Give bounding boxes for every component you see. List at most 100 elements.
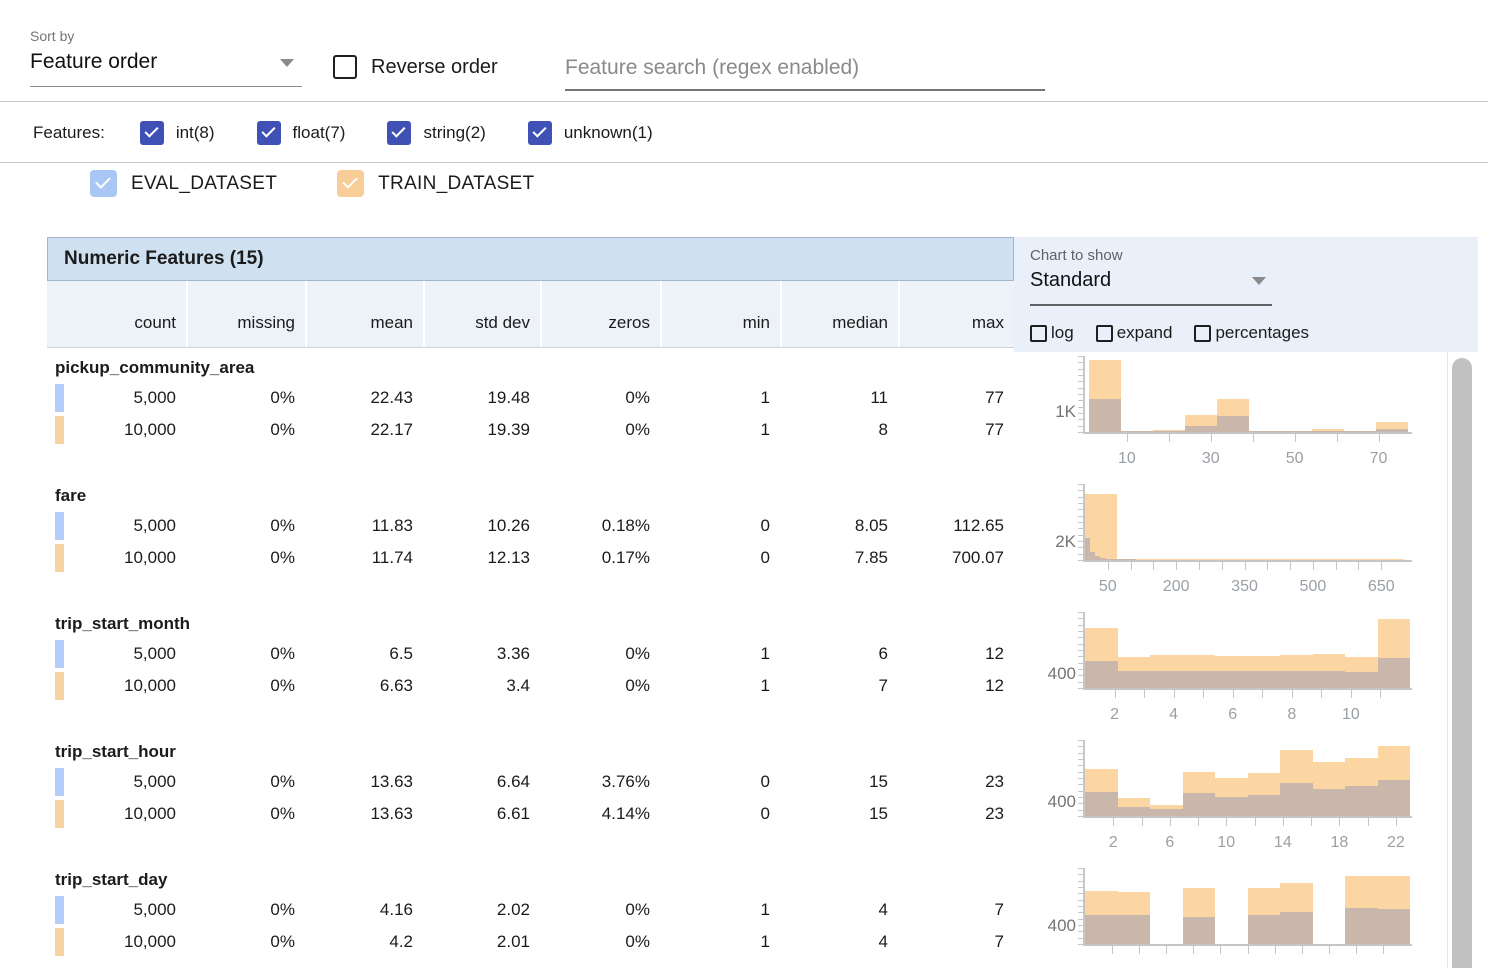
chart-option[interactable]: log — [1030, 323, 1074, 343]
stat-value: 77 — [898, 382, 1014, 414]
checkbox-unchecked[interactable] — [1194, 325, 1211, 342]
stats-column-headers: countmissingmeanstd devzerosminmedianmax — [47, 281, 1014, 348]
dataset-checkbox[interactable] — [90, 170, 117, 197]
plot-area — [1085, 356, 1410, 432]
y-axis-label: 400 — [1030, 664, 1076, 684]
histogram-bar — [1181, 559, 1213, 560]
dataset-marker — [55, 768, 64, 796]
feature-type-filter[interactable]: int(8) — [140, 121, 215, 145]
stats-row: 5,0000%4.162.020%147 — [47, 894, 1014, 926]
scrollbar-thumb[interactable] — [1452, 358, 1472, 968]
stat-value: 700.07 — [898, 542, 1014, 574]
stat-value: 0 — [660, 766, 780, 798]
stats-row: 10,0000%6.633.40%1712 — [47, 670, 1014, 702]
checkbox-unchecked[interactable] — [1030, 325, 1047, 342]
checkbox-unchecked[interactable] — [1096, 325, 1113, 342]
chart-option[interactable]: percentages — [1194, 323, 1309, 343]
dataset-legend-item[interactable]: TRAIN_DATASET — [337, 170, 534, 197]
histogram-bar — [1149, 559, 1181, 560]
plot-area — [1085, 868, 1410, 944]
chart-type-value: Standard — [1030, 269, 1111, 291]
histogram-bar — [1313, 671, 1346, 688]
checkbox-checked[interactable] — [387, 121, 411, 145]
histogram-bar — [1153, 431, 1185, 432]
stats-row: 5,0000%13.636.643.76%01523 — [47, 766, 1014, 798]
x-axis-tick — [1153, 562, 1154, 570]
histogram-bar — [1378, 658, 1411, 688]
chart-to-show-label: Chart to show — [1030, 247, 1123, 264]
feature-name: fare — [47, 480, 1014, 506]
features-filter-bar: Features: int(8)float(7)string(2)unknown… — [0, 103, 1488, 163]
checkbox-checked[interactable] — [257, 121, 281, 145]
x-axis-tick — [1313, 562, 1314, 570]
feature-search-input[interactable]: Feature search (regex enabled) — [565, 56, 1045, 91]
stat-value: 7 — [898, 926, 1014, 958]
histogram-bar — [1213, 559, 1245, 560]
stat-value: 0% — [186, 382, 305, 414]
stat-value: 0 — [660, 510, 780, 542]
x-axis-line — [1083, 816, 1412, 818]
feature-group: trip_start_day5,0000%4.162.020%14710,000… — [47, 864, 1014, 968]
checkmark-icon — [144, 123, 158, 137]
stat-value: 5,000 — [47, 638, 186, 670]
feature-type-filter[interactable]: unknown(1) — [528, 121, 653, 145]
stat-value: 1 — [660, 414, 780, 446]
histogram-bar — [1344, 431, 1376, 432]
search-placeholder: Feature search (regex enabled) — [565, 56, 859, 79]
column-header: mean — [305, 281, 423, 347]
filter-label: float(7) — [293, 123, 346, 143]
sort-by-dropdown[interactable]: Sort by Feature order — [30, 28, 302, 87]
checkbox-checked[interactable] — [528, 121, 552, 145]
stat-value: 1 — [660, 670, 780, 702]
x-axis-tick — [1193, 946, 1194, 954]
chart-type-dropdown[interactable]: Standard — [1030, 269, 1272, 306]
stat-value: 23 — [898, 766, 1014, 798]
stat-value: 0 — [660, 542, 780, 574]
sort-by-value: Feature order — [30, 50, 157, 73]
stat-value: 0.18% — [540, 510, 660, 542]
stat-value: 0% — [186, 670, 305, 702]
stat-value: 0% — [186, 638, 305, 670]
x-axis-tick — [1108, 562, 1109, 570]
stat-value: 0.17% — [540, 542, 660, 574]
histogram-bar — [1345, 672, 1378, 688]
x-axis-tick-label: 2 — [1110, 706, 1119, 724]
checkbox-checked[interactable] — [140, 121, 164, 145]
x-axis-tick — [1262, 690, 1263, 698]
chart-option-label: expand — [1117, 323, 1173, 343]
feature-type-filter[interactable]: string(2) — [387, 121, 485, 145]
x-axis-tick-label: 50 — [1099, 578, 1117, 596]
x-axis-tick — [1295, 434, 1296, 442]
x-axis-tick — [1380, 690, 1381, 698]
stat-value: 7 — [898, 894, 1014, 926]
column-header: missing — [186, 281, 305, 347]
feature-type-filter[interactable]: float(7) — [257, 121, 346, 145]
stat-value: 0% — [540, 414, 660, 446]
dataset-legend-item[interactable]: EVAL_DATASET — [90, 170, 277, 197]
feature-group: trip_start_hour5,0000%13.636.643.76%0152… — [47, 736, 1014, 864]
histogram-bar — [1248, 671, 1281, 688]
histogram-chart: 4002610141822 — [1030, 736, 1448, 864]
histogram-bar — [1150, 671, 1183, 688]
x-axis-tick — [1275, 946, 1276, 954]
chevron-down-icon — [280, 59, 294, 67]
checkmark-icon — [532, 123, 546, 137]
stat-value: 10,000 — [47, 798, 186, 830]
stat-value: 11.83 — [305, 510, 423, 542]
x-axis-tick-label: 22 — [1387, 834, 1405, 852]
histogram-bar — [1183, 917, 1216, 944]
dataset-marker — [55, 512, 64, 540]
reverse-order-checkbox[interactable] — [333, 55, 357, 79]
x-axis-tick — [1169, 434, 1170, 442]
y-axis-label: 400 — [1030, 792, 1076, 812]
x-axis-tick — [1356, 946, 1357, 954]
stat-value: 0 — [660, 798, 780, 830]
x-axis-tick — [1222, 562, 1223, 570]
facets-overview-screen: Sort by Feature order Reverse order Feat… — [0, 0, 1488, 968]
x-axis-tick — [1142, 818, 1143, 826]
dataset-checkbox[interactable] — [337, 170, 364, 197]
chart-option[interactable]: expand — [1096, 323, 1173, 343]
filter-label: unknown(1) — [564, 123, 653, 143]
x-axis-tick — [1339, 818, 1340, 826]
histogram-bar — [1376, 429, 1408, 432]
